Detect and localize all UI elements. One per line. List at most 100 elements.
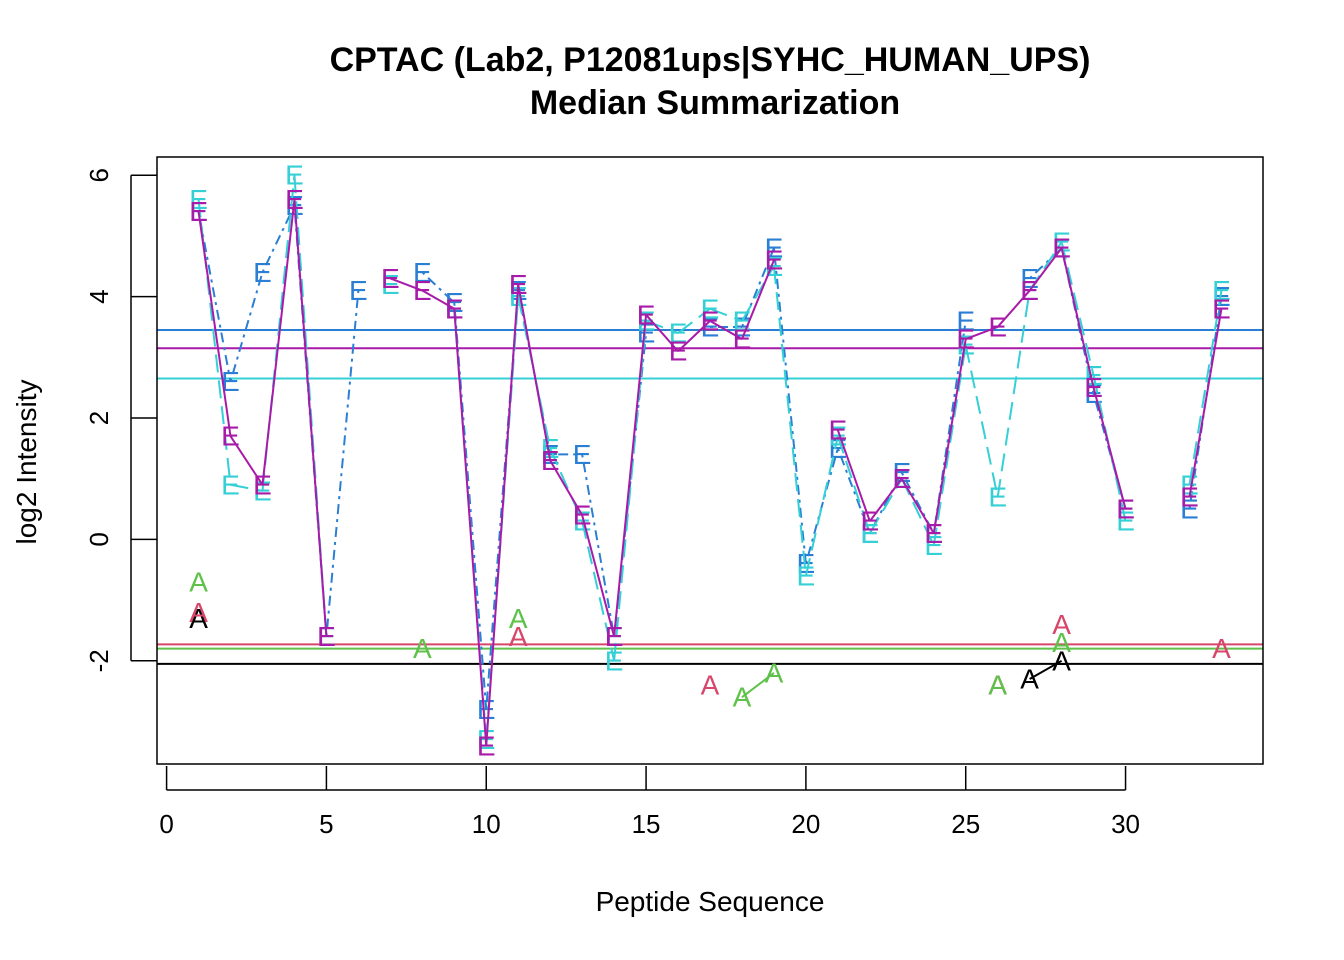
series-2-point: E bbox=[829, 415, 848, 446]
series-0-segment bbox=[1028, 247, 1063, 280]
series-2-point: E bbox=[1180, 481, 1199, 512]
series-1-segment bbox=[197, 199, 232, 485]
series-2-segment bbox=[1028, 247, 1063, 292]
series-0-point: E bbox=[1020, 263, 1039, 294]
series-1-segment bbox=[772, 266, 807, 576]
series-1-point: E bbox=[1212, 275, 1231, 306]
series-2-point: E bbox=[413, 275, 432, 306]
series-2-point: E bbox=[669, 336, 688, 367]
series-2-point: E bbox=[701, 305, 720, 336]
x-tick-label: 15 bbox=[632, 809, 661, 839]
series-2-point: E bbox=[860, 506, 879, 537]
series-2-segment bbox=[932, 338, 967, 534]
series-0-point: E bbox=[956, 305, 975, 336]
series-2-point: E bbox=[988, 311, 1007, 342]
series-0-point: E bbox=[541, 439, 560, 470]
series-1-point: E bbox=[1052, 226, 1071, 257]
series-0-point: E bbox=[349, 275, 368, 306]
series-1-point: E bbox=[381, 269, 400, 300]
series-2-segment bbox=[581, 514, 616, 637]
series-5-point: A bbox=[413, 633, 432, 664]
series-2-segment bbox=[965, 326, 999, 341]
series-4-point: A bbox=[189, 597, 208, 628]
series-1-segment bbox=[868, 478, 903, 534]
series-3: AAA bbox=[189, 603, 1071, 695]
series-2-point: E bbox=[924, 518, 943, 549]
series-4-point: A bbox=[1052, 609, 1071, 640]
series-5-point: A bbox=[988, 670, 1007, 701]
series-1-segment bbox=[645, 319, 679, 334]
series-0-point: E bbox=[892, 457, 911, 488]
y-tick-label: 6 bbox=[84, 168, 114, 182]
series-5-point: A bbox=[733, 682, 752, 713]
series-0-segment bbox=[772, 247, 807, 564]
series-1-point: E bbox=[541, 433, 560, 464]
series-1-point: E bbox=[924, 530, 943, 561]
series-1-segment bbox=[581, 520, 616, 662]
series-3-point: A bbox=[1020, 664, 1039, 695]
series-0-segment bbox=[229, 272, 264, 382]
series-3-point: A bbox=[189, 603, 208, 634]
series-5-point: A bbox=[1052, 627, 1071, 658]
series-2-point: E bbox=[573, 500, 592, 531]
series-1-point: E bbox=[1180, 469, 1199, 500]
series-0-segment bbox=[581, 454, 616, 637]
series-2-segment bbox=[1188, 308, 1223, 498]
series-1-point: E bbox=[669, 318, 688, 349]
series-2-segment bbox=[293, 199, 328, 637]
series-0-segment bbox=[741, 247, 775, 328]
series-0-segment bbox=[453, 302, 488, 710]
series-2-segment bbox=[741, 259, 775, 340]
series-0-segment bbox=[804, 448, 839, 564]
series-1-segment bbox=[230, 483, 263, 492]
series-2-point: E bbox=[541, 445, 560, 476]
series-2-point: E bbox=[765, 245, 784, 276]
x-tick-label: 10 bbox=[472, 809, 501, 839]
series-0-segment bbox=[836, 448, 871, 534]
series-1-point: E bbox=[701, 293, 720, 324]
series-4-point: A bbox=[701, 670, 720, 701]
x-tick-label: 5 bbox=[319, 809, 333, 839]
series-2-point: E bbox=[1116, 494, 1135, 525]
series-2-segment bbox=[677, 320, 711, 352]
series-2-segment bbox=[517, 284, 552, 461]
series-2-point: E bbox=[1020, 275, 1039, 306]
y-tick-label: 4 bbox=[84, 289, 114, 303]
series-4-point: A bbox=[509, 621, 528, 652]
series-5-point: A bbox=[509, 603, 528, 634]
series-5-point: A bbox=[189, 566, 208, 597]
series-2-point: E bbox=[477, 730, 496, 761]
series-3-point: A bbox=[1052, 645, 1071, 676]
x-tick-label: 0 bbox=[159, 809, 173, 839]
series-0-point: E bbox=[477, 694, 496, 725]
series-1-point: E bbox=[988, 481, 1007, 512]
series-2-point: E bbox=[285, 184, 304, 215]
series-0-point: E bbox=[253, 257, 272, 288]
series-1-segment bbox=[1060, 241, 1095, 376]
series-0-point: E bbox=[1180, 494, 1199, 525]
x-tick-label: 25 bbox=[951, 809, 980, 839]
series-1-segment bbox=[964, 344, 999, 498]
series-0-point: E bbox=[573, 439, 592, 470]
series-3-segment bbox=[1029, 659, 1063, 680]
series-2-segment bbox=[197, 211, 232, 437]
series-1-point: E bbox=[189, 184, 208, 215]
series-0-segment bbox=[485, 290, 520, 710]
series-2-point: E bbox=[892, 463, 911, 494]
y-tick-label: 2 bbox=[84, 411, 114, 425]
series-2-point: E bbox=[381, 263, 400, 294]
series-1-segment bbox=[996, 290, 1031, 498]
series-0-point: E bbox=[445, 287, 464, 318]
series-2-point: E bbox=[956, 324, 975, 355]
series-2-point: E bbox=[1084, 372, 1103, 403]
series-2-point: E bbox=[253, 469, 272, 500]
series-1-point: E bbox=[605, 645, 624, 676]
series-1-segment bbox=[1188, 290, 1223, 485]
x-tick-label: 30 bbox=[1111, 809, 1140, 839]
series-2-point: E bbox=[733, 324, 752, 355]
series-2-segment bbox=[645, 314, 679, 352]
series-1-segment bbox=[804, 435, 839, 577]
series-2-segment bbox=[1060, 247, 1095, 388]
series-1-point: E bbox=[221, 469, 240, 500]
